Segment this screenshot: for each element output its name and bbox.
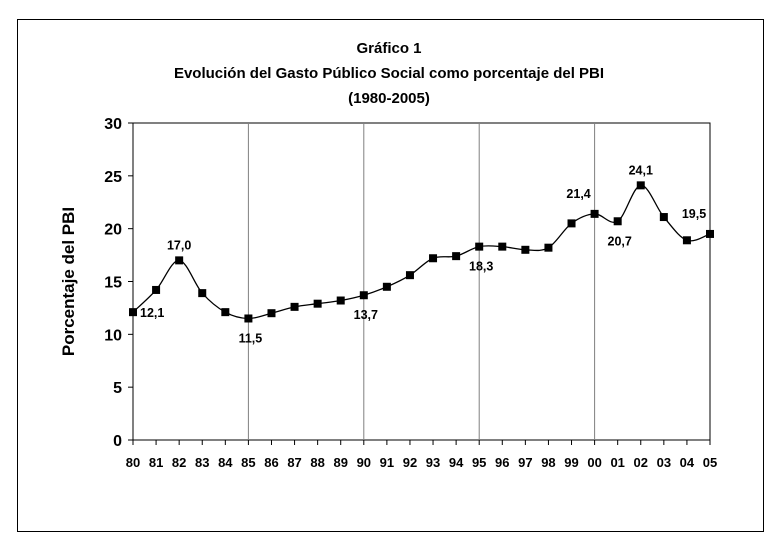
data-point-04 [682,236,691,245]
x-tick-label: 04 [680,455,695,470]
y-tick-label: 30 [104,116,122,133]
plot-area [132,122,711,441]
x-tick-label: 84 [218,455,233,470]
x-tick-label: 00 [587,455,601,470]
data-point-92 [405,271,414,280]
chart-title: Gráfico 1 [356,40,422,57]
data-point-02 [636,181,645,190]
data-point-05 [706,229,714,238]
x-tick-label: 89 [333,455,347,470]
x-tick-label: 98 [541,455,555,470]
x-tick-label: 86 [264,455,278,470]
x-tick-label: 01 [610,455,624,470]
data-point-82 [175,256,184,265]
data-point-91 [382,282,391,291]
x-tick-label: 81 [149,455,163,470]
data-point-86 [267,309,276,318]
data-point-95 [475,242,484,251]
data-point-99 [567,219,576,228]
x-tick-label: 99 [564,455,578,470]
data-point-83 [198,289,207,298]
series-line [132,184,711,320]
x-tick-label: 94 [449,455,464,470]
chart-subtitle: Evolución del Gasto Público Social como … [173,65,605,82]
data-point-97 [521,245,530,254]
x-tick-label: 02 [634,455,648,470]
y-tick-label: 5 [113,380,122,397]
data-point-00 [590,209,599,218]
data-point-98 [544,243,553,252]
data-label: 19,5 [682,207,706,221]
x-tick-label: 85 [241,455,255,470]
x-tick-label: 92 [403,455,417,470]
chart-frame [17,19,764,532]
data-point-96 [498,242,507,251]
data-label: 12,1 [140,306,164,320]
data-label: 11,5 [239,331,263,345]
data-point-03 [659,213,668,222]
data-label: 21,4 [566,187,590,201]
data-point-87 [290,302,299,311]
y-tick-label: 0 [113,433,122,450]
data-point-90 [359,291,368,300]
x-tick-label: 91 [380,455,394,470]
x-tick-label: 93 [426,455,440,470]
y-tick-label: 10 [104,327,122,344]
x-tick-label: 96 [495,455,509,470]
y-tick-label: 20 [104,222,122,239]
data-point-01 [613,217,622,226]
x-tick-label: 80 [126,455,140,470]
x-tick-label: 97 [518,455,532,470]
data-point-81 [152,285,161,294]
data-point-94 [452,252,461,261]
x-tick-label: 82 [172,455,186,470]
data-point-93 [429,254,438,263]
data-label: 24,1 [629,163,653,177]
chart-period: (1980-2005) [348,90,430,107]
y-tick-label: 25 [104,169,122,186]
data-point-80 [129,308,137,317]
data-point-85 [244,314,253,323]
data-label: 17,0 [167,238,191,252]
y-tick-label: 15 [104,275,122,292]
x-tick-label: 88 [310,455,324,470]
x-tick-label: 90 [357,455,371,470]
data-label: 20,7 [608,234,632,248]
data-label: 18,3 [469,260,493,274]
data-point-84 [221,308,230,317]
x-tick-label: 95 [472,455,486,470]
data-point-88 [313,299,322,308]
x-tick-label: 83 [195,455,209,470]
data-point-89 [336,296,345,305]
x-tick-label: 87 [287,455,301,470]
data-label: 13,7 [354,308,378,322]
y-axis-label: Porcentaje del PBI [59,207,78,356]
x-tick-label: 03 [657,455,671,470]
x-tick-label: 05 [703,455,717,470]
